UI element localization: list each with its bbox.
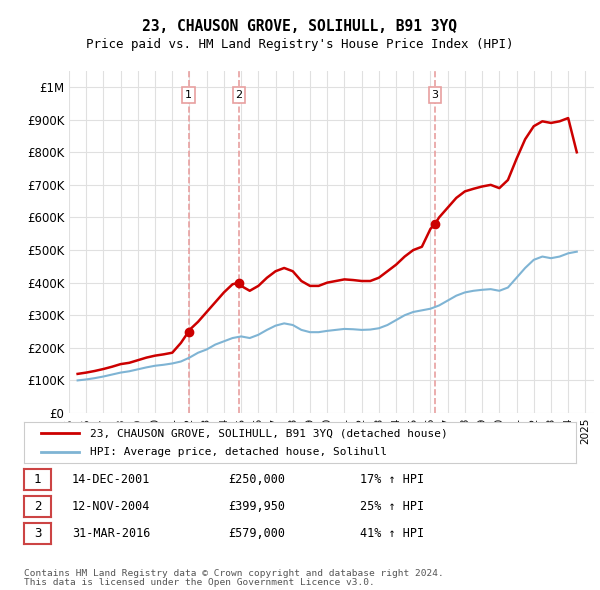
Text: 3: 3 [34,527,41,540]
Text: 2: 2 [34,500,41,513]
Text: 23, CHAUSON GROVE, SOLIHULL, B91 3YQ: 23, CHAUSON GROVE, SOLIHULL, B91 3YQ [143,19,458,34]
Text: 1: 1 [34,473,41,486]
Text: 14-DEC-2001: 14-DEC-2001 [72,473,151,486]
Text: 2: 2 [235,90,242,100]
Text: £399,950: £399,950 [228,500,285,513]
Text: £250,000: £250,000 [228,473,285,486]
Text: 1: 1 [185,90,192,100]
Text: £579,000: £579,000 [228,527,285,540]
Text: 23, CHAUSON GROVE, SOLIHULL, B91 3YQ (detached house): 23, CHAUSON GROVE, SOLIHULL, B91 3YQ (de… [90,428,448,438]
Text: Contains HM Land Registry data © Crown copyright and database right 2024.: Contains HM Land Registry data © Crown c… [24,569,444,578]
Text: HPI: Average price, detached house, Solihull: HPI: Average price, detached house, Soli… [90,447,387,457]
Text: 41% ↑ HPI: 41% ↑ HPI [360,527,424,540]
Text: Price paid vs. HM Land Registry's House Price Index (HPI): Price paid vs. HM Land Registry's House … [86,38,514,51]
Text: 31-MAR-2016: 31-MAR-2016 [72,527,151,540]
Text: 12-NOV-2004: 12-NOV-2004 [72,500,151,513]
Text: This data is licensed under the Open Government Licence v3.0.: This data is licensed under the Open Gov… [24,578,375,587]
Text: 25% ↑ HPI: 25% ↑ HPI [360,500,424,513]
Text: 17% ↑ HPI: 17% ↑ HPI [360,473,424,486]
Text: 3: 3 [431,90,438,100]
